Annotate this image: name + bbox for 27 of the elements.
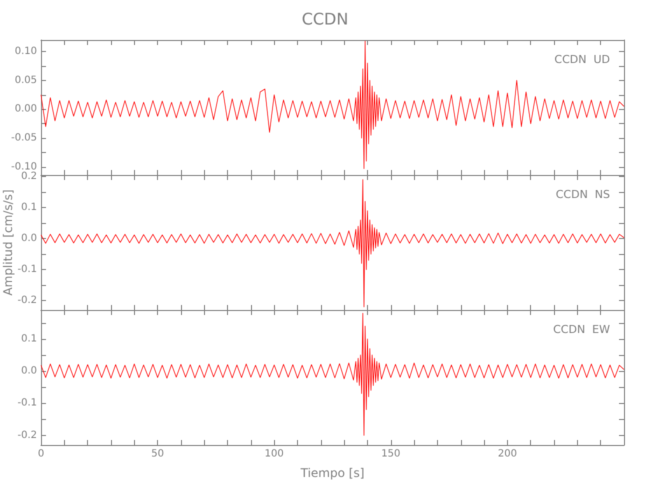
y-tick-label: 0.1: [21, 202, 37, 214]
annotation: CCDN EW: [553, 323, 610, 336]
y-tick-label: 0.2: [21, 171, 37, 182]
chart-title: CCDN: [302, 10, 348, 28]
annotation: CCDN NS: [556, 188, 610, 201]
x-tick-label: 0: [38, 448, 44, 460]
x-tick-label: 100: [264, 448, 284, 460]
y-tick-label: 0.10: [14, 46, 37, 58]
y-tick-label: 0.05: [14, 74, 37, 86]
y-tick-label: -0.2: [17, 430, 37, 441]
y-tick-label: 0.00: [14, 104, 37, 115]
y-tick-label: 0.0: [21, 233, 37, 244]
x-axis-title: Tiempo [s]: [300, 466, 364, 480]
x-tick-label: 150: [381, 448, 400, 460]
y-axis-title: Amplitud [cm/s/s]: [1, 189, 15, 296]
line-series: [40, 179, 624, 308]
x-tick-label: 200: [498, 448, 517, 460]
y-tick-label: 0.1: [21, 333, 37, 344]
annotation: CCDN UD: [554, 53, 610, 66]
y-tick-label: -0.10: [11, 161, 37, 172]
y-tick-label: -0.1: [17, 264, 37, 276]
line-series: [40, 312, 624, 436]
y-tick-label: 0.0: [21, 366, 37, 377]
y-tick-label: -0.05: [11, 132, 37, 144]
x-tick-label: 50: [151, 448, 164, 460]
y-tick-label: -0.1: [17, 398, 37, 409]
y-tick-label: -0.2: [17, 295, 37, 306]
